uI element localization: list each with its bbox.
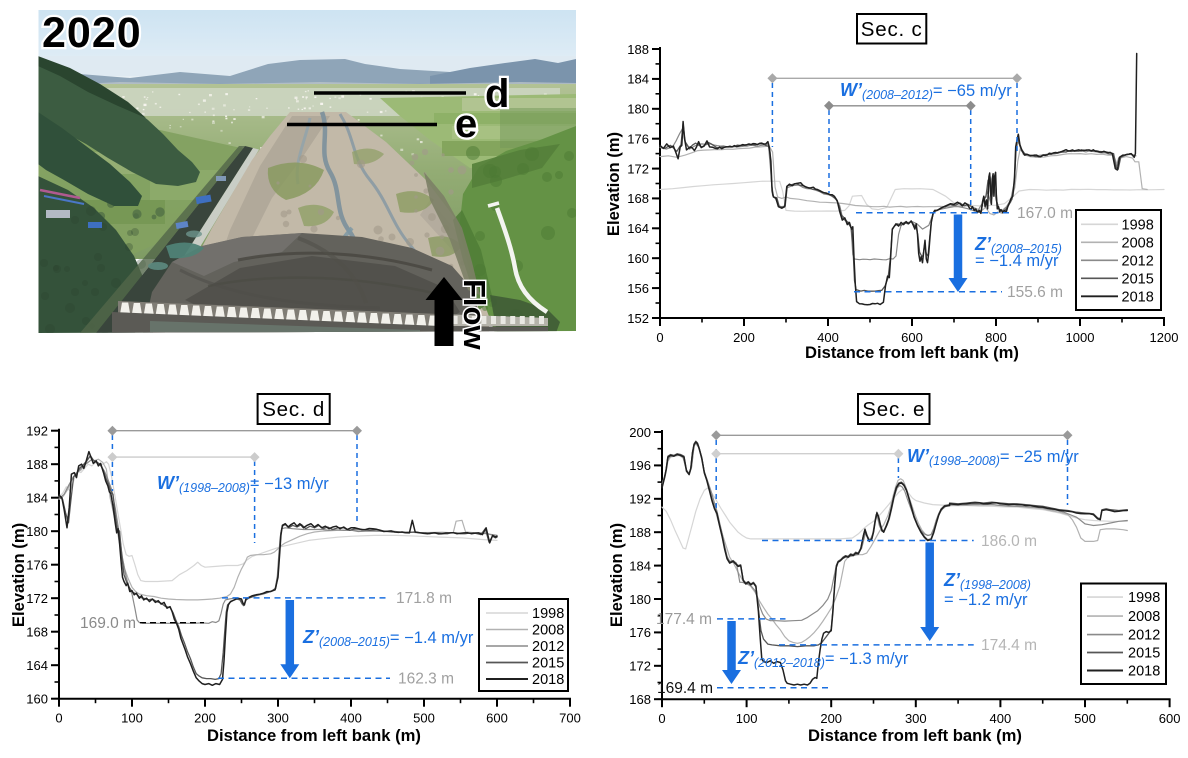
svg-text:164: 164 xyxy=(627,221,649,236)
svg-text:167.0 m: 167.0 m xyxy=(1017,205,1073,222)
svg-text:1998: 1998 xyxy=(1128,590,1160,606)
svg-text:600: 600 xyxy=(901,330,923,345)
svg-text:169.0 m: 169.0 m xyxy=(80,615,136,632)
svg-text:500: 500 xyxy=(1074,711,1096,726)
svg-text:174.4 m: 174.4 m xyxy=(981,637,1037,654)
svg-text:155.6 m: 155.6 m xyxy=(1007,284,1063,301)
svg-text:188: 188 xyxy=(26,457,48,472)
svg-text:Distance from left bank (m): Distance from left bank (m) xyxy=(207,726,421,745)
svg-text:168: 168 xyxy=(26,625,48,640)
svg-text:2015: 2015 xyxy=(1128,646,1160,662)
svg-text:200: 200 xyxy=(629,425,651,440)
svg-text:186.0 m: 186.0 m xyxy=(981,533,1037,550)
svg-text:184: 184 xyxy=(629,558,651,573)
svg-text:2012: 2012 xyxy=(532,639,564,655)
svg-text:169.4 m: 169.4 m xyxy=(657,680,713,697)
svg-text:700: 700 xyxy=(559,711,581,726)
svg-text:184: 184 xyxy=(627,72,649,87)
svg-text:200: 200 xyxy=(820,711,842,726)
svg-text:164: 164 xyxy=(26,658,48,673)
svg-text:0: 0 xyxy=(658,711,665,726)
svg-text:192: 192 xyxy=(26,424,48,439)
svg-text:d: d xyxy=(485,72,509,116)
svg-text:Sec. e: Sec. e xyxy=(862,398,925,421)
svg-text:2018: 2018 xyxy=(1128,664,1160,680)
svg-text:Elevation (m): Elevation (m) xyxy=(604,132,623,236)
svg-text:1200: 1200 xyxy=(1150,330,1179,345)
svg-text:400: 400 xyxy=(817,330,839,345)
svg-text:176: 176 xyxy=(627,132,649,147)
svg-text:200: 200 xyxy=(194,711,216,726)
svg-text:188: 188 xyxy=(627,42,649,57)
svg-text:2020: 2020 xyxy=(42,9,142,57)
svg-text:188: 188 xyxy=(629,525,651,540)
svg-text:Sec. d: Sec. d xyxy=(262,398,325,421)
svg-text:300: 300 xyxy=(905,711,927,726)
svg-text:0: 0 xyxy=(656,330,663,345)
svg-text:2018: 2018 xyxy=(532,672,564,688)
svg-text:2008: 2008 xyxy=(1122,235,1154,251)
svg-text:2012: 2012 xyxy=(1122,253,1154,269)
svg-text:Flow: Flow xyxy=(457,279,492,350)
svg-text:162.3 m: 162.3 m xyxy=(398,671,454,688)
svg-text:2008: 2008 xyxy=(532,623,564,639)
svg-text:168: 168 xyxy=(627,191,649,206)
svg-text:600: 600 xyxy=(486,711,508,726)
svg-text:Distance from left bank (m): Distance from left bank (m) xyxy=(805,343,1019,362)
svg-text:172: 172 xyxy=(629,659,651,674)
svg-text:= −1.4 m/yr: = −1.4 m/yr xyxy=(975,252,1059,270)
svg-text:= −1.2 m/yr: = −1.2 m/yr xyxy=(944,591,1028,609)
svg-text:180: 180 xyxy=(629,592,651,607)
svg-text:180: 180 xyxy=(627,102,649,117)
svg-text:184: 184 xyxy=(26,491,48,506)
svg-text:400: 400 xyxy=(340,711,362,726)
svg-text:500: 500 xyxy=(413,711,435,726)
svg-text:100: 100 xyxy=(121,711,143,726)
svg-text:156: 156 xyxy=(627,281,649,296)
svg-text:172: 172 xyxy=(26,591,48,606)
svg-text:2018: 2018 xyxy=(1122,289,1154,305)
svg-text:e: e xyxy=(455,102,477,146)
svg-text:177.4 m: 177.4 m xyxy=(656,611,712,628)
svg-text:Elevation (m): Elevation (m) xyxy=(607,523,626,627)
svg-text:171.8 m: 171.8 m xyxy=(396,590,452,607)
svg-text:176: 176 xyxy=(629,625,651,640)
svg-text:2008: 2008 xyxy=(1128,609,1160,625)
svg-text:0: 0 xyxy=(55,711,62,726)
svg-text:Sec. c: Sec. c xyxy=(861,18,923,41)
svg-text:160: 160 xyxy=(627,251,649,266)
svg-text:600: 600 xyxy=(1159,711,1181,726)
svg-text:192: 192 xyxy=(629,492,651,507)
svg-text:800: 800 xyxy=(985,330,1007,345)
svg-text:172: 172 xyxy=(627,161,649,176)
svg-text:300: 300 xyxy=(267,711,289,726)
svg-text:2015: 2015 xyxy=(1122,271,1154,287)
svg-text:Elevation (m): Elevation (m) xyxy=(9,523,28,627)
svg-text:100: 100 xyxy=(736,711,758,726)
svg-text:168: 168 xyxy=(629,692,651,707)
svg-text:1000: 1000 xyxy=(1066,330,1095,345)
svg-text:2012: 2012 xyxy=(1128,628,1160,644)
svg-text:152: 152 xyxy=(627,311,649,326)
svg-text:160: 160 xyxy=(26,692,48,707)
svg-text:176: 176 xyxy=(26,558,48,573)
svg-text:1998: 1998 xyxy=(1122,217,1154,233)
svg-text:196: 196 xyxy=(629,458,651,473)
svg-text:Distance from left bank (m): Distance from left bank (m) xyxy=(808,726,1022,745)
svg-text:400: 400 xyxy=(990,711,1012,726)
svg-text:180: 180 xyxy=(26,524,48,539)
svg-text:200: 200 xyxy=(733,330,755,345)
svg-text:1998: 1998 xyxy=(532,606,564,622)
svg-text:2015: 2015 xyxy=(532,656,564,672)
